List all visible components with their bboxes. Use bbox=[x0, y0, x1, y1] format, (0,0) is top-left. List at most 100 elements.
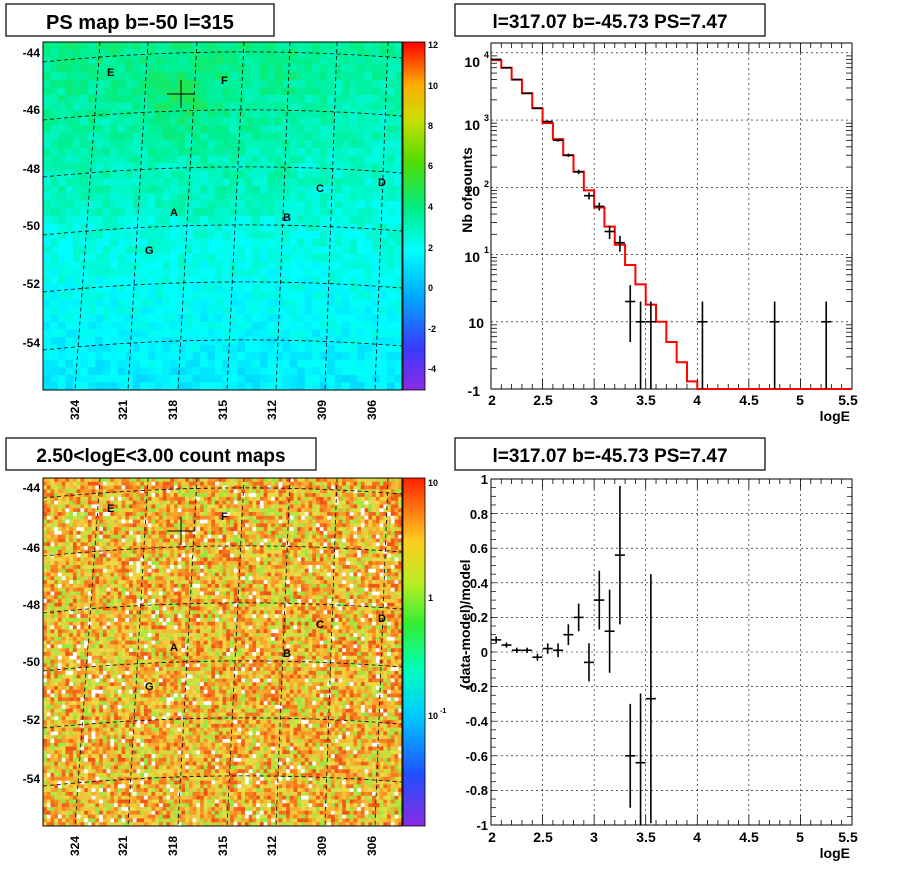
heatmap-cell bbox=[95, 57, 104, 65]
heatmap-cell bbox=[379, 223, 388, 232]
heatmap-cell bbox=[80, 504, 85, 509]
heatmap-cell bbox=[237, 79, 246, 88]
heatmap-cell bbox=[170, 42, 178, 50]
heatmap-cell bbox=[323, 549, 328, 554]
heatmap-cell bbox=[170, 512, 175, 517]
heatmap-cell bbox=[244, 572, 249, 577]
heatmap-cell bbox=[368, 530, 373, 536]
heatmap-cell bbox=[155, 125, 163, 134]
heatmap-cell bbox=[61, 512, 66, 517]
heatmap-cell bbox=[177, 478, 182, 483]
heatmap-cell bbox=[312, 344, 321, 353]
heatmap-cell bbox=[72, 261, 81, 270]
heatmap-cell bbox=[196, 485, 201, 490]
heatmap-cell bbox=[140, 549, 145, 554]
heatmap-cell bbox=[162, 359, 171, 368]
heatmap-cell bbox=[192, 542, 197, 547]
heatmap-cell bbox=[215, 200, 223, 209]
heatmap-cell bbox=[155, 238, 163, 247]
heatmap-cell bbox=[162, 238, 171, 247]
heatmap-cell bbox=[132, 352, 141, 361]
heatmap-cell bbox=[349, 478, 354, 483]
heatmap-cell bbox=[357, 163, 365, 171]
heatmap-cell bbox=[312, 117, 321, 126]
heatmap-cell bbox=[364, 508, 369, 513]
heatmap-cell bbox=[125, 231, 134, 239]
heatmap-cell bbox=[301, 568, 306, 573]
heatmap-cell bbox=[72, 508, 77, 513]
heatmap-cell bbox=[151, 580, 156, 585]
heatmap-cell bbox=[215, 519, 220, 524]
heatmap-cell bbox=[140, 79, 149, 88]
heatmap-cell bbox=[136, 493, 141, 498]
heatmap-cell bbox=[87, 542, 92, 547]
heatmap-cell bbox=[200, 253, 208, 262]
heatmap-cell bbox=[200, 329, 208, 338]
heatmap-cell bbox=[372, 193, 380, 202]
heatmap-cell bbox=[349, 496, 354, 501]
heatmap-cell bbox=[372, 261, 380, 270]
heatmap-cell bbox=[244, 276, 253, 285]
heatmap-cell bbox=[215, 542, 220, 547]
heatmap-cell bbox=[95, 87, 104, 96]
heatmap-cell bbox=[289, 530, 294, 536]
heatmap-cell bbox=[65, 178, 74, 187]
heatmap-cell bbox=[54, 496, 59, 501]
heatmap-cell bbox=[185, 64, 193, 73]
heatmap-cell bbox=[222, 231, 231, 239]
heatmap-cell bbox=[229, 155, 238, 164]
heatmap-cell bbox=[349, 163, 358, 171]
heatmap-cell bbox=[80, 87, 89, 96]
heatmap-cell bbox=[192, 276, 201, 285]
heatmap-cell bbox=[274, 515, 279, 520]
heatmap-cell bbox=[147, 268, 156, 277]
heatmap-cell bbox=[121, 512, 126, 517]
heatmap-cell bbox=[289, 49, 298, 58]
heatmap-cell bbox=[147, 337, 156, 345]
heatmap-cell bbox=[211, 481, 216, 486]
heatmap-cell bbox=[121, 557, 126, 562]
heatmap-cell bbox=[57, 246, 66, 255]
heatmap-cell bbox=[91, 504, 96, 509]
heatmap-cell bbox=[76, 489, 81, 494]
heatmap-cell bbox=[271, 485, 276, 490]
heatmap-cell bbox=[143, 583, 149, 588]
heatmap-cell bbox=[345, 508, 350, 513]
heatmap-cell bbox=[379, 132, 388, 141]
heatmap-cell bbox=[72, 478, 77, 483]
heatmap-cell bbox=[297, 246, 306, 255]
heatmap-cell bbox=[256, 576, 261, 581]
heatmap-cell bbox=[364, 515, 369, 520]
heatmap-cell bbox=[327, 261, 335, 270]
heatmap-cell bbox=[274, 64, 283, 73]
heatmap-cell bbox=[319, 314, 328, 323]
heatmap-cell bbox=[110, 527, 115, 532]
heatmap-cell bbox=[43, 530, 48, 536]
heatmap-cell bbox=[323, 493, 328, 498]
ps-map-colorbar-tick: 0 bbox=[428, 283, 433, 293]
heatmap-cell bbox=[323, 496, 328, 501]
heatmap-cell bbox=[375, 561, 380, 566]
count-map-heatmap bbox=[43, 478, 403, 827]
heatmap-cell bbox=[65, 155, 74, 164]
heatmap-cell bbox=[319, 515, 324, 520]
heatmap-cell bbox=[162, 561, 167, 566]
heatmap-cell bbox=[80, 170, 89, 179]
heatmap-cell bbox=[319, 163, 328, 171]
heatmap-cell bbox=[319, 565, 324, 570]
heatmap-cell bbox=[50, 132, 59, 141]
ps-map-y-tick: -54 bbox=[23, 336, 41, 350]
heatmap-cell bbox=[315, 515, 321, 520]
heatmap-cell bbox=[155, 178, 163, 187]
heatmap-cell bbox=[69, 523, 74, 528]
heatmap-cell bbox=[229, 79, 238, 88]
heatmap-cell bbox=[54, 542, 59, 547]
heatmap-cell bbox=[65, 72, 74, 81]
heatmap-cell bbox=[140, 519, 145, 524]
heatmap-cell bbox=[353, 493, 358, 498]
heatmap-cell bbox=[76, 572, 81, 577]
heatmap-cell bbox=[357, 246, 365, 255]
heatmap-cell bbox=[252, 542, 257, 547]
heatmap-cell bbox=[229, 185, 238, 194]
heatmap-cell bbox=[200, 94, 208, 103]
